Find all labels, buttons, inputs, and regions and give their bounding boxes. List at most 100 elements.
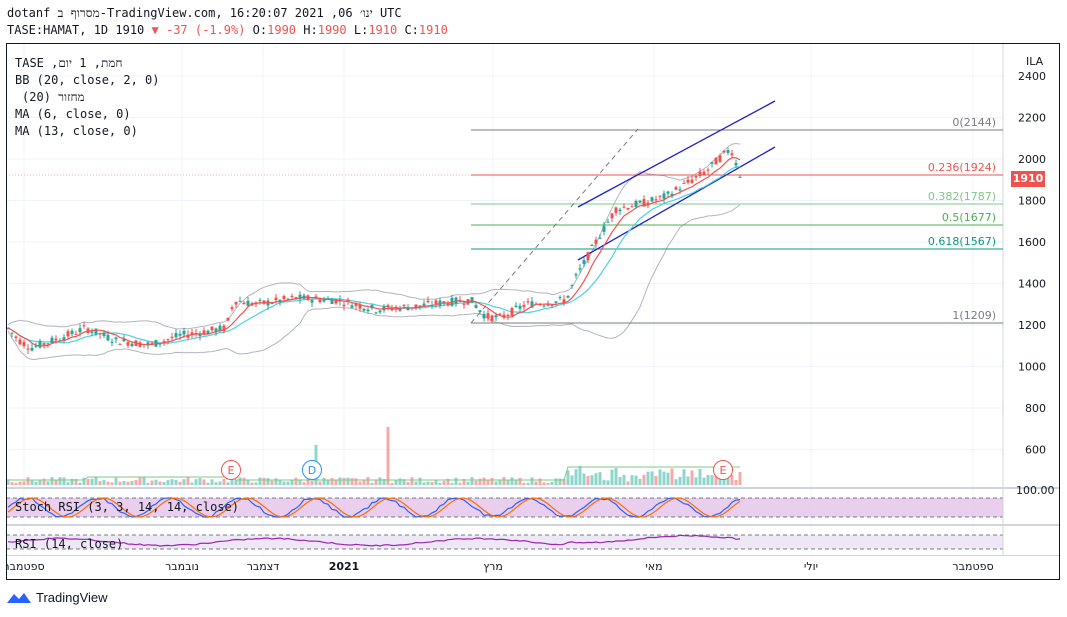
candle-body [662,193,666,199]
volume-bar [158,481,162,485]
candle-body [514,305,518,307]
candle-body [126,342,130,346]
volume-bar [250,482,254,485]
volume-bar [358,481,362,485]
volume-bar [386,427,390,485]
candle-body [546,303,550,306]
high-value: 1990 [317,23,347,37]
volume-bar [262,477,266,485]
volume-bar [738,472,742,485]
earnings-event-icon[interactable]: E [221,460,241,480]
volume-bar [434,479,438,485]
candle-body [230,307,234,310]
volume-bar [410,477,414,485]
indicator-ma6[interactable]: MA (6, close, 0) [15,107,131,121]
candle-body [366,309,370,312]
volume-bar [162,482,166,485]
time-axis-separator [6,555,1060,556]
volume-bar [34,481,38,485]
candle-body [226,317,230,321]
candle-body [346,300,350,302]
indicator-ma13[interactable]: MA (13, close, 0) [15,124,138,138]
indicator-title[interactable]: TASE ,חמת, 1 יום [15,56,123,70]
stoch-d-line [7,497,741,518]
candle-body [218,325,222,331]
tradingview-logo-icon [7,592,31,603]
volume-bar [198,478,202,485]
dividend-event-icon[interactable]: D [302,460,322,480]
volume-bar [658,469,662,485]
volume-bar [450,482,454,485]
earnings-event-icon[interactable]: E [713,460,733,480]
candle-body [698,171,702,176]
volume-bar [494,481,498,485]
candle-body [378,310,382,313]
price-tick-label: 1800 [1018,195,1046,208]
volume-bar [418,477,422,485]
volume-bar [710,475,714,485]
candle-body [22,341,26,347]
time-tick-label: 2021 [329,560,360,573]
volume-bar [726,478,730,485]
symbol-label: TASE:HAMAT, 1D 1910 [7,23,145,37]
volume-bar [630,475,634,485]
fib-level-label: 0.5(1677) [942,211,996,224]
pane-separator[interactable] [6,524,1060,526]
volume-bar [166,480,170,485]
volume-bar [482,477,486,485]
price-tick-label: 1000 [1018,361,1046,374]
candle-body [182,330,186,335]
candle-body [82,325,86,327]
indicator-stoch[interactable]: Stoch RSI (3, 3, 14, 14, close) [15,500,239,514]
caption-text: dotanf מסרוף ב-TradingView.com, ינו׳ 06,… [7,6,402,20]
ma13-line [7,166,741,344]
candle-body [562,299,566,304]
volume-bar [310,480,314,485]
volume-bar [350,478,354,485]
volume-bar [626,481,630,485]
volume-bar [514,479,518,485]
candle-body [498,313,502,315]
volume-bar [582,473,586,485]
price-chart[interactable]: 0(2144) 0.236(1924) 0.382(1787) 0.5(1677) 0.… [6,43,1060,580]
currency-label: ILA [1026,55,1044,68]
volume-bar [30,480,34,485]
candle-body [330,299,334,305]
volume-bar [586,475,590,485]
fib-trend-line[interactable] [470,128,639,324]
volume-bar [278,480,282,485]
candle-body [210,326,214,331]
candle-body [350,305,354,308]
bb-lower-band [7,204,741,360]
candle-body [318,299,322,303]
volume-bar [254,482,258,485]
indicator-bb[interactable]: BB (20, close, 2, 0) [15,73,160,87]
price-axis-ticks[interactable]: 2400 2200 2000 1800 1600 1400 1200 1000 800 600 [1018,70,1046,457]
fibonacci-retracement[interactable]: 0(2144) 0.236(1924) 0.382(1787) 0.5(1677) 0.… [471,116,1003,324]
candle-body [26,348,30,350]
candle-body [98,333,102,335]
tradingview-logo[interactable]: TradingView [6,590,108,605]
channel-upper-line[interactable] [577,100,776,208]
volume-bar [26,477,30,485]
volume-bar [154,479,158,485]
volume-bar [342,477,346,485]
indicator-volume[interactable]: מחזור (20) [22,90,85,104]
price-tick-label: 2400 [1018,70,1046,83]
volume-bar [106,481,110,485]
candle-body [114,337,118,340]
channel-lower-line[interactable] [577,146,776,261]
volume-bar [638,478,642,485]
volume-bar [50,477,54,485]
time-axis-labels[interactable]: ספטמבר נובמבר דצמבר 2021 מרץ מאי יולי ספטמבר [6,560,994,573]
fib-level-label: 0(2144) [952,116,996,129]
candle-body [730,153,734,156]
volume-bar [390,482,394,485]
indicator-rsi[interactable]: RSI (14, close) [15,537,124,551]
low-label: L: [353,23,369,37]
close-label: C: [404,23,419,37]
candle-body [482,313,486,319]
price-tick-label: 1200 [1018,319,1046,332]
pane-separator[interactable] [6,487,1060,489]
volume-bar [174,479,178,485]
